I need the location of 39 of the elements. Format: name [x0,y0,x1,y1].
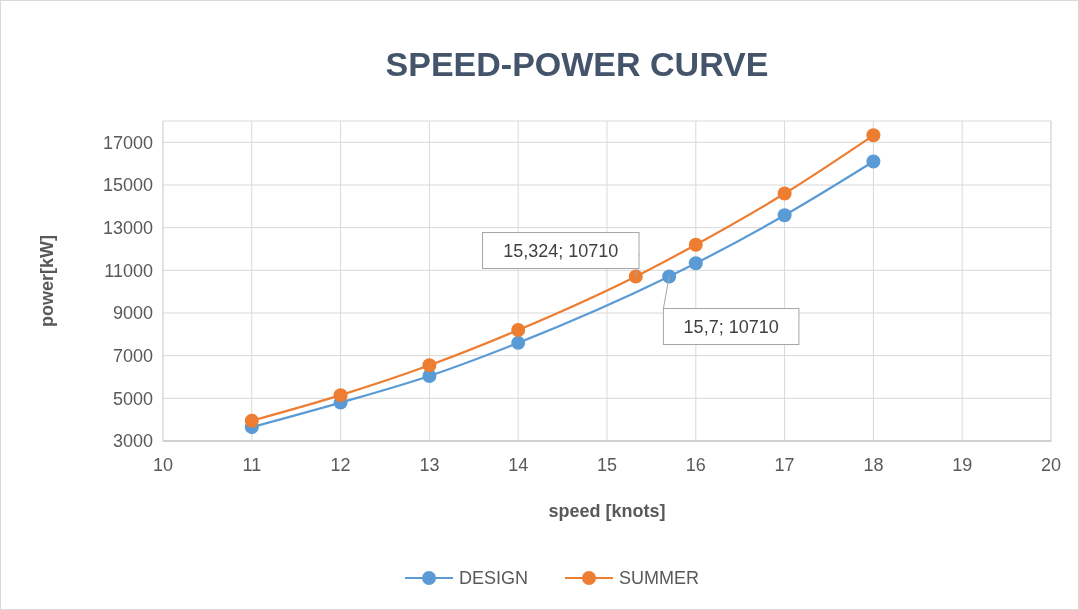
y-tick-label: 13000 [102,217,153,238]
x-tick-label: 14 [508,455,529,475]
point [244,413,259,428]
y-axis-title: power[kW] [37,235,57,327]
point [628,269,643,284]
x-tick-label: 19 [952,455,973,475]
point [662,269,677,284]
annotation: 15,7; 10710 [683,316,779,337]
y-tick-label: 11000 [104,260,153,281]
point [777,208,792,223]
x-tick-label: 11 [242,455,262,475]
y-tick-label: 9000 [112,303,153,324]
legend-label: DESIGN [459,568,529,589]
y-tick-label: 3000 [112,431,153,452]
y-tick-label: 15000 [102,175,153,196]
x-tick-label: 17 [774,455,795,475]
x-tick-label: 18 [863,455,884,475]
y-tick-label: 7000 [112,345,153,366]
x-tick-label: 12 [330,455,351,475]
point [511,323,526,338]
point [866,154,881,169]
y-tick-label: 17000 [102,132,153,153]
x-axis-title: speed [knots] [548,501,666,521]
x-tick-label: 10 [152,455,174,475]
point [866,128,881,143]
legend-label: SUMMER [619,568,699,589]
x-tick-label: 20 [1040,455,1062,475]
point [333,388,348,403]
x-tick-label: 15 [596,455,618,475]
annotation: 15,324; 10710 [503,240,619,261]
point [688,256,703,271]
x-tick-label: 13 [419,455,440,475]
chart-title: SPEED-POWER CURVE [385,45,769,83]
point [511,335,526,350]
x-tick-label: 16 [685,455,706,475]
y-tick-label: 5000 [112,388,153,409]
point [422,358,437,373]
point [688,237,703,252]
point [777,186,792,201]
